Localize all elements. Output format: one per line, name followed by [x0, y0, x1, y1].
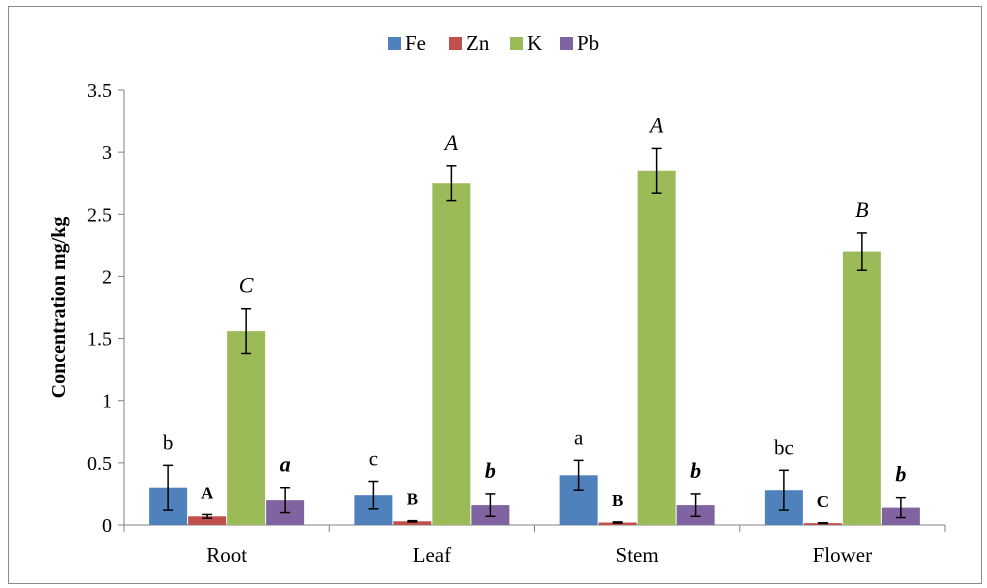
significance-label: c [369, 447, 378, 471]
y-tick-label: 1.5 [87, 329, 112, 351]
x-tick-label: Root [206, 543, 247, 567]
legend-label-k: K [527, 31, 542, 55]
significance-label: b [895, 462, 906, 487]
y-tick-label: 3.5 [87, 80, 112, 102]
bar-zn [393, 521, 432, 525]
significance-label: b [485, 458, 496, 483]
significance-label: C [817, 492, 829, 511]
legend-swatch-k [510, 37, 523, 50]
x-tick-label: Stem [616, 543, 659, 567]
legend-label-pb: Pb [577, 31, 599, 55]
legend-label-fe: Fe [405, 31, 426, 55]
significance-label: B [407, 490, 418, 509]
significance-label: A [201, 483, 214, 502]
legend-label-zn: Zn [466, 31, 490, 55]
y-tick-label: 3 [102, 142, 112, 164]
x-tick-label: Flower [813, 543, 873, 567]
significance-label: B [612, 491, 623, 510]
bar-k [842, 251, 881, 526]
bar-zn [188, 516, 227, 525]
significance-label: C [239, 273, 254, 298]
legend-swatch-zn [449, 37, 462, 50]
significance-label: A [648, 112, 664, 137]
significance-label: A [443, 130, 459, 155]
legend-swatch-fe [388, 37, 401, 50]
y-tick-label: 1 [102, 391, 112, 413]
y-axis-title: Concentration mg/kg [48, 217, 70, 399]
y-tick-label: 2.5 [87, 204, 112, 226]
chart-frame [8, 6, 982, 584]
significance-label: b [163, 430, 174, 454]
legend-swatch-pb [560, 37, 573, 50]
y-tick-label: 0.5 [87, 453, 112, 475]
significance-label: b [690, 458, 701, 483]
x-tick-label: Leaf [413, 543, 451, 567]
bar-k [227, 331, 266, 525]
y-tick-label: 0 [102, 515, 112, 537]
significance-label: a [574, 425, 584, 449]
significance-label: a [280, 452, 291, 477]
significance-label: bc [774, 435, 794, 459]
bar-k [637, 170, 676, 526]
bar-k [432, 183, 471, 525]
y-tick-label: 2 [102, 266, 112, 288]
significance-label: B [855, 197, 868, 222]
